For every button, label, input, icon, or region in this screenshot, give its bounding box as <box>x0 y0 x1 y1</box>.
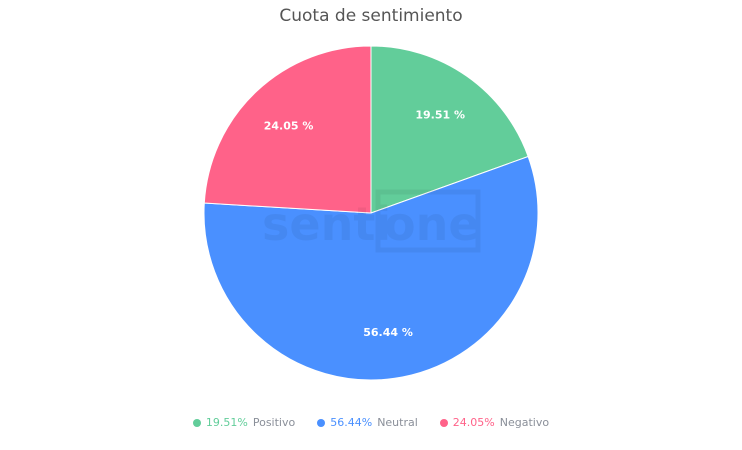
pie-slice-negativo[interactable] <box>203 45 372 214</box>
legend: 19.51% Positivo 56.44% Neutral 24.05% Negativ… <box>0 416 742 429</box>
legend-item-negativo[interactable]: 24.05% Negativo <box>439 416 550 429</box>
legend-item-positivo[interactable]: 19.51% Positivo <box>192 416 296 429</box>
svg-text:senti: senti <box>262 197 391 251</box>
watermark-logo: senti one <box>262 189 481 253</box>
legend-value: 24.05% <box>452 416 495 429</box>
data-label: 24.05 % <box>264 119 314 132</box>
svg-text:one: one <box>384 197 480 251</box>
data-label: 19.51 % <box>415 109 465 122</box>
legend-marker-icon <box>192 418 201 427</box>
legend-label: Neutral <box>377 416 418 429</box>
pie-chart: senti one 19.51 % 56.44 % 24.05 % <box>203 45 539 381</box>
pie-slice-neutral[interactable] <box>203 155 539 381</box>
legend-marker-icon <box>439 418 448 427</box>
pie-slice-positivo[interactable] <box>370 45 529 214</box>
legend-value: 56.44% <box>330 416 373 429</box>
data-label: 56.44 % <box>363 326 413 339</box>
chart-title: Cuota de sentimiento <box>279 6 463 26</box>
legend-label: Positivo <box>252 416 296 429</box>
legend-item-neutral[interactable]: 56.44% Neutral <box>317 416 418 429</box>
legend-label: Negativo <box>499 416 550 429</box>
legend-marker-icon <box>317 418 326 427</box>
legend-value: 19.51% <box>205 416 248 429</box>
